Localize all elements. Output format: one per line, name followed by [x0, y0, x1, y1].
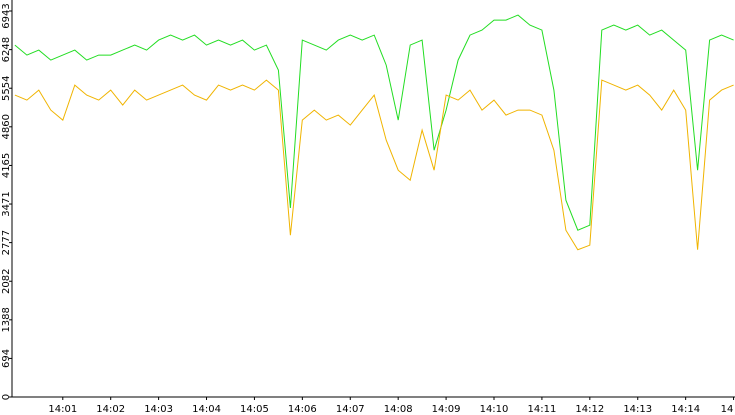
y-tick-label: 4860 [1, 114, 12, 139]
y-tick-label: 0 [1, 394, 12, 400]
y-tick-label: 3471 [1, 191, 12, 216]
x-tick-label: 14:10 [480, 404, 509, 415]
y-tick-label: 1388 [1, 307, 12, 332]
y-tick-label: 2777 [1, 230, 12, 255]
y-tick-label: 2082 [1, 269, 12, 294]
y-tick-label: 6248 [1, 37, 12, 62]
x-tick-label: 14:06 [288, 404, 317, 415]
x-tick-label: 14:07 [336, 404, 365, 415]
y-tick-label: 6943 [1, 3, 12, 28]
x-tick-label: 14 [721, 404, 734, 415]
x-tick-label: 14:01 [48, 404, 77, 415]
line-series [14, 79, 734, 251]
y-tick-label: 4165 [1, 153, 12, 178]
line-series [14, 14, 734, 231]
x-tick-label: 14:12 [575, 404, 604, 415]
x-tick-label: 14:13 [623, 404, 652, 415]
x-tick-label: 14:02 [96, 404, 125, 415]
x-tick-label: 14:08 [384, 404, 413, 415]
y-tick-label: 5554 [1, 75, 12, 100]
x-tick-label: 14:04 [192, 404, 221, 415]
x-tick-label: 14:05 [240, 404, 269, 415]
x-tick-label: 14:11 [527, 404, 556, 415]
y-tick-label: 694 [1, 349, 12, 368]
x-tick-label: 14:03 [144, 404, 173, 415]
x-tick-label: 14:14 [671, 404, 700, 415]
x-tick-label: 14:09 [432, 404, 461, 415]
